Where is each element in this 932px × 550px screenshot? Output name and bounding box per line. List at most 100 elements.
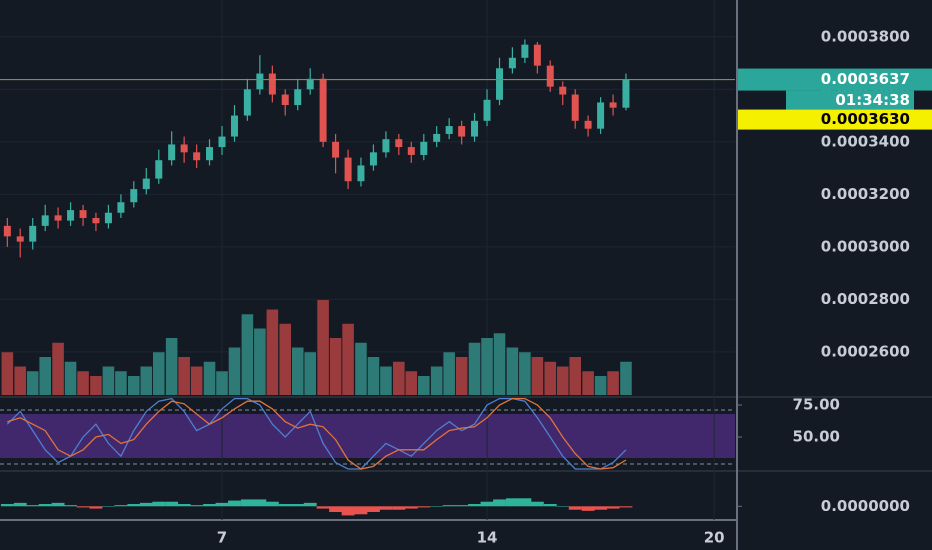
marker-price-badge: [738, 109, 932, 130]
last-price-badge: [738, 68, 932, 91]
y-tick-label: 0.0002600: [821, 342, 910, 360]
volume-bar: [620, 361, 632, 395]
candle-body: [597, 102, 605, 129]
volume-bar: [39, 357, 51, 395]
candle-body: [256, 73, 264, 90]
histogram-bar: [379, 506, 393, 510]
histogram-bar: [341, 506, 355, 516]
volume-bar: [266, 309, 279, 395]
volume-bar: [594, 376, 607, 395]
countdown-badge: [786, 90, 914, 110]
candle-body: [496, 68, 504, 100]
candle-body: [407, 147, 415, 155]
volume-bar: [165, 338, 178, 395]
volume-bar: [468, 342, 481, 395]
candle-body: [218, 136, 226, 148]
volume-bar: [405, 371, 418, 395]
histogram-bar: [13, 502, 27, 507]
candle-body: [559, 86, 567, 95]
candle-body: [433, 133, 441, 142]
histogram-bar: [556, 506, 570, 507]
histogram-bar: [329, 506, 343, 512]
histogram-bar: [177, 504, 191, 507]
candle-body: [382, 139, 390, 153]
candle-body: [117, 202, 125, 213]
candle-body: [306, 78, 314, 90]
candle-body: [168, 144, 176, 161]
x-tick-label: 14: [477, 529, 498, 547]
volume-bar: [291, 347, 304, 395]
candle-body: [357, 165, 365, 182]
histogram-bar: [165, 501, 179, 507]
volume-bar: [77, 371, 89, 395]
x-tick-label: 7: [217, 529, 227, 547]
candle-body: [67, 210, 75, 221]
y-tick-label: 0.0003400: [821, 132, 910, 150]
histogram-bar: [101, 506, 115, 507]
volume-bar: [216, 371, 228, 395]
histogram-bar: [76, 506, 90, 508]
histogram-bar: [203, 504, 216, 507]
histogram-bar: [0, 504, 14, 507]
histogram-bar: [278, 504, 292, 507]
histogram-bar: [392, 506, 406, 510]
volume-bar: [544, 361, 557, 395]
volume-bar: [380, 366, 392, 395]
histogram-bar: [240, 499, 254, 507]
candle-body: [243, 89, 251, 116]
histogram-bar: [619, 506, 633, 508]
volume-bar: [418, 376, 430, 395]
volume-bar: [430, 366, 443, 395]
candle-body: [155, 160, 163, 179]
candle-body: [508, 57, 516, 69]
candle-body: [521, 44, 529, 58]
candle-body: [344, 157, 352, 182]
histogram-bar: [127, 504, 141, 507]
volume-bar: [481, 338, 493, 395]
histogram-bar: [215, 502, 229, 507]
candle-body: [142, 178, 150, 190]
histogram-bar: [594, 506, 608, 510]
candle-body: [92, 217, 100, 224]
histogram-bar: [38, 504, 52, 507]
histogram-bar: [26, 505, 40, 507]
volume-bar: [203, 361, 216, 395]
volume-bar: [228, 347, 241, 395]
volume-bar: [1, 352, 14, 395]
candle-body: [104, 212, 112, 224]
histogram-bar: [303, 502, 317, 507]
volume-bar: [556, 366, 569, 395]
candle-body: [231, 115, 239, 137]
candle-body: [571, 94, 579, 121]
last-price-label: 0.0003637: [821, 70, 910, 88]
candle-body: [281, 94, 289, 106]
candle-body: [420, 141, 428, 155]
histogram-bar: [51, 502, 65, 507]
volume-bar: [26, 371, 39, 395]
y-tick-label: 0.0003000: [821, 237, 910, 255]
histogram-bar: [265, 501, 279, 507]
candle-body: [584, 120, 592, 129]
candle-body: [41, 215, 49, 226]
histogram-bar: [404, 506, 418, 509]
histogram-bar: [468, 504, 481, 507]
marker-price-label: 0.0003630: [821, 110, 910, 128]
volume-bar: [531, 357, 544, 395]
volume-bar: [355, 342, 367, 395]
volume-bar: [443, 352, 455, 395]
volume-bar: [52, 342, 64, 395]
candle-body: [533, 44, 541, 66]
volume-bar: [128, 376, 140, 395]
volume-bar: [178, 357, 190, 395]
volume-bar: [14, 366, 27, 395]
histogram-bar: [606, 506, 620, 509]
oscillator-band: [0, 414, 735, 458]
histogram-bar: [581, 506, 595, 511]
histogram-bar: [493, 499, 506, 507]
volume-bar: [140, 366, 153, 395]
volume-bar: [190, 366, 203, 395]
candle-body: [622, 79, 630, 108]
volume-bar: [569, 357, 582, 395]
volume-bar: [64, 361, 77, 395]
